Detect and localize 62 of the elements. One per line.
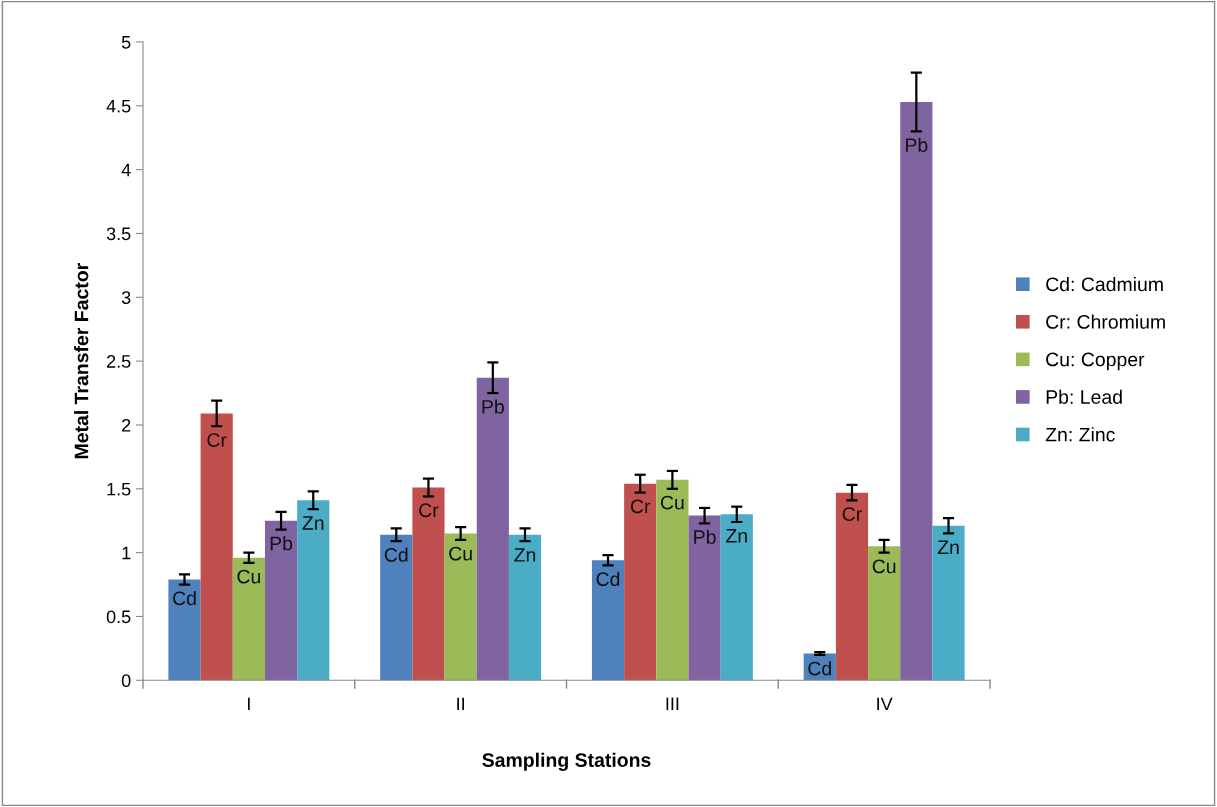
legend-label: Cu: Copper [1046, 352, 1145, 371]
bar [476, 377, 509, 681]
y-tick-label: 1 [122, 546, 131, 560]
data-label: Cu [449, 546, 472, 561]
data-label: Pb [482, 399, 504, 414]
x-tick-label: I [248, 697, 250, 711]
legend-label: Pb: Lead [1046, 389, 1122, 404]
data-label: Cu [872, 559, 896, 574]
bar [868, 546, 901, 681]
data-label: Zn [937, 540, 959, 554]
bar [168, 579, 201, 681]
bar [232, 557, 265, 681]
data-label: Cr [630, 499, 651, 514]
y-tick-label: 4.5 [106, 99, 131, 113]
y-tick-label: 2.5 [107, 355, 131, 368]
y-tick-label: 1.5 [107, 482, 131, 496]
bar [444, 533, 477, 681]
legend-label: Cr: Chromium [1046, 314, 1165, 329]
y-tick-label: 4 [121, 163, 131, 177]
bar [412, 487, 445, 681]
bar [624, 483, 657, 681]
data-label: Zn [514, 548, 536, 562]
data-label: Zn [302, 516, 324, 530]
data-label: Cd [384, 547, 408, 562]
y-tick-label: 2 [122, 418, 131, 432]
bar [508, 534, 542, 681]
bar [656, 479, 689, 681]
x-axis-title: Sampling Stations [482, 752, 651, 771]
bar [297, 500, 330, 681]
y-tick-label: 3.5 [106, 227, 131, 241]
data-label: Pb [906, 137, 928, 152]
data-label: Cr [419, 503, 439, 518]
bar [803, 653, 836, 681]
data-label: Cu [237, 569, 261, 584]
x-tick-label: III [666, 697, 679, 711]
data-label: Pb [270, 536, 293, 551]
y-tick-label: 3 [121, 291, 131, 305]
y-tick-label: 5 [121, 36, 131, 49]
data-label: Cd [596, 571, 620, 587]
bar [688, 515, 721, 681]
data-label: Cr [207, 433, 227, 447]
bar [720, 514, 753, 681]
bar [200, 413, 233, 681]
x-tick-label: II [457, 697, 464, 711]
x-tick-label: IV [877, 697, 893, 711]
data-label: Cd [173, 590, 196, 606]
data-label: Cu [660, 495, 684, 510]
bar [932, 525, 965, 681]
y-axis-title: Metal Transfer Factor [74, 263, 89, 459]
bar [264, 520, 298, 681]
legend-label: Zn: Zinc [1045, 427, 1115, 442]
data-label: Cd [808, 661, 831, 676]
bar [380, 534, 413, 681]
y-tick-label: 0 [121, 674, 131, 688]
y-tick-label: 0.5 [106, 610, 131, 624]
data-label: Pb [694, 529, 716, 544]
data-label: Cr [842, 507, 862, 521]
legend-label: Cd: Cadmium [1046, 276, 1163, 292]
bar [591, 560, 625, 681]
bar [835, 492, 869, 681]
data-label: Zn [726, 529, 747, 543]
bar [900, 101, 933, 681]
